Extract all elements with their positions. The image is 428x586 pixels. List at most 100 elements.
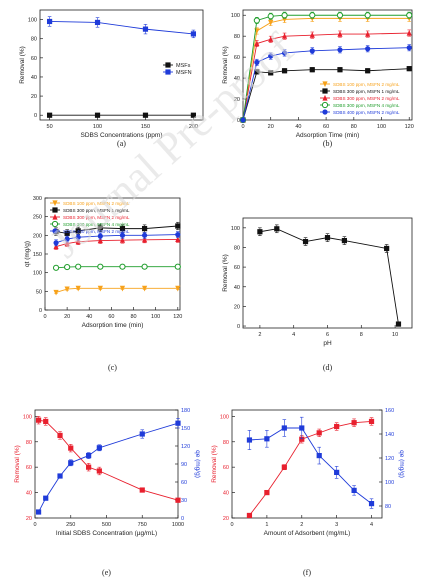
- y-tick-label: 60: [26, 465, 32, 471]
- data-point: [119, 237, 126, 243]
- data-point: [139, 431, 145, 437]
- legend-marker: [165, 69, 171, 75]
- data-point: [64, 230, 70, 237]
- data-point: [142, 26, 149, 32]
- data-point: [52, 264, 60, 271]
- data-point: [309, 67, 315, 73]
- y-right-axis-label: qe (mg/g): [194, 450, 201, 478]
- data-point: [141, 226, 148, 232]
- y-tick-label: 20: [234, 97, 240, 103]
- data-point: [175, 420, 181, 426]
- y-tick-label: 300: [33, 196, 42, 202]
- x-tick-label: 0: [241, 124, 244, 130]
- series-3: [240, 29, 412, 123]
- data-point: [75, 263, 82, 270]
- legend-label: SDBS 300 ppm, MSFN 2 mg/mL: [63, 215, 130, 220]
- x-tick-label: 40: [86, 314, 92, 320]
- data-point: [141, 285, 148, 292]
- data-point: [175, 231, 181, 238]
- data-point: [268, 53, 274, 59]
- y-tick-label: 250: [33, 215, 42, 221]
- data-point: [142, 112, 149, 118]
- data-point: [46, 18, 53, 25]
- series-line: [242, 32, 410, 121]
- x-axis-label: Adsorption time (min): [82, 322, 144, 329]
- data-point: [68, 460, 74, 466]
- data-point: [86, 464, 92, 470]
- legend-marker: [52, 213, 58, 220]
- y-right-axis-label: qe (mg/g): [398, 450, 405, 478]
- y-tick-label: 150: [33, 252, 42, 258]
- data-point: [254, 59, 260, 65]
- y-tick-label: 40: [234, 285, 240, 291]
- data-point: [141, 232, 148, 238]
- data-point: [351, 487, 357, 493]
- legend-label: MSFs: [176, 63, 191, 69]
- y-tick-label: 60: [223, 465, 229, 471]
- data-point: [309, 12, 316, 19]
- x-tick-label: 200: [189, 124, 198, 130]
- data-point: [334, 423, 340, 430]
- y-right-tick-label: 140: [385, 432, 394, 438]
- series-2: [35, 418, 181, 515]
- plot-frame: [242, 9, 413, 121]
- data-point: [190, 112, 197, 118]
- data-point: [46, 112, 53, 118]
- series-3: [53, 236, 181, 250]
- data-point: [97, 285, 103, 292]
- x-tick-label: 250: [66, 522, 75, 528]
- data-point: [64, 240, 70, 247]
- y-tick-label: 40: [26, 491, 32, 497]
- data-point: [64, 286, 70, 293]
- data-point: [384, 245, 390, 252]
- y-tick-label: 80: [31, 37, 37, 43]
- y-tick-label: 100: [28, 18, 37, 24]
- data-point: [119, 226, 126, 232]
- panel-caption: (e): [102, 568, 111, 577]
- data-point: [268, 70, 274, 76]
- panel-f: 0 1 2 3 4 20 40 60 80 100 80 100 120 140 160 Amount of …: [211, 408, 405, 577]
- data-point: [119, 263, 126, 270]
- legend-marker: [52, 207, 58, 213]
- data-point: [175, 285, 181, 292]
- plot-frame: [231, 409, 383, 519]
- legend-marker: [52, 228, 58, 234]
- legend-marker: [52, 200, 58, 207]
- x-tick-label: 0: [230, 522, 233, 528]
- data-point: [53, 243, 59, 250]
- y-axis-label: Removal (%): [19, 46, 26, 84]
- x-tick-label: 2: [300, 522, 303, 528]
- x-tick-label: 0: [33, 522, 36, 528]
- panel-b: 0 20 40 60 80 100 120 0 20 40 60 80 100 Adsorption Ti…: [222, 9, 414, 148]
- legend-label: MSFN: [176, 70, 192, 76]
- x-tick-label: 2: [258, 332, 261, 338]
- y-tick-label: 100: [231, 13, 240, 19]
- data-point: [190, 31, 197, 37]
- data-point: [175, 223, 181, 229]
- x-tick-label: 60: [108, 314, 114, 320]
- data-point: [141, 236, 148, 243]
- data-point: [57, 473, 63, 479]
- data-point: [86, 453, 92, 459]
- y-tick-label: 60: [234, 55, 240, 61]
- panel-caption: (b): [323, 139, 333, 148]
- x-tick-label: 1000: [172, 522, 184, 528]
- data-point: [281, 68, 288, 74]
- y-axis-label: Removal (%): [14, 445, 21, 483]
- x-tick-label: 1: [265, 522, 268, 528]
- y-tick-label: 100: [231, 226, 240, 232]
- y-tick-label: 60: [31, 56, 37, 62]
- y-tick-label: 0: [34, 113, 37, 119]
- x-tick-label: 150: [141, 124, 150, 130]
- series-2: [246, 416, 375, 509]
- legend-label: SDBS 300 ppm, MSFN 4 mg/mL: [63, 222, 130, 227]
- panel-e: 0 250 500 750 100020406080100030609012015018…: [14, 408, 201, 577]
- y-tick-label: 80: [223, 440, 229, 446]
- data-point: [281, 33, 288, 39]
- x-tick-label: 750: [138, 522, 147, 528]
- data-point: [35, 509, 42, 515]
- y-right-tick-label: 30: [181, 498, 187, 504]
- y-tick-label: 20: [234, 304, 240, 310]
- data-point: [97, 225, 103, 231]
- data-point: [281, 425, 287, 431]
